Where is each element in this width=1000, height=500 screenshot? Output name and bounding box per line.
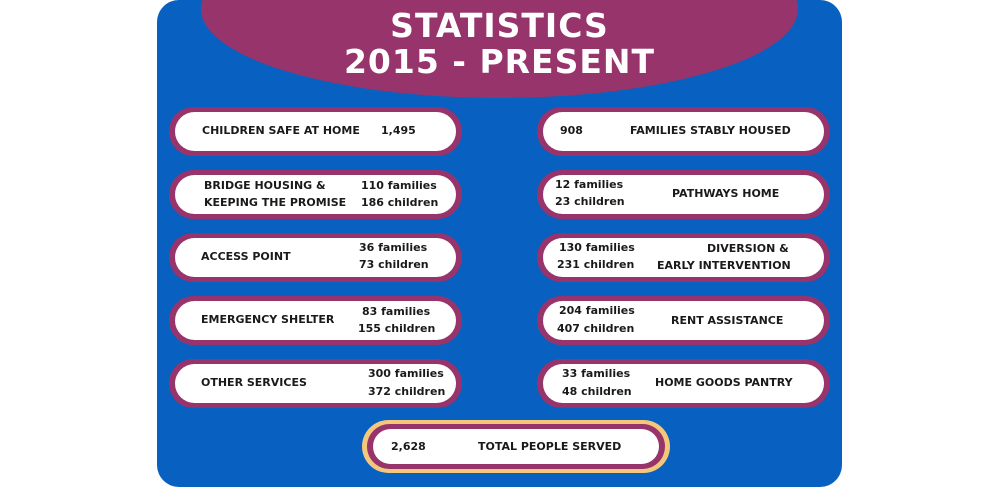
stat-label: ACCESS POINT (201, 250, 291, 263)
stat-label: DIVERSION & (707, 242, 789, 255)
total-people-served: 2,628 TOTAL PEOPLE SERVED (362, 420, 670, 473)
stat-families: 300 families (368, 367, 444, 380)
stat-label: PATHWAYS HOME (672, 187, 780, 200)
stat-families: 12 families (555, 178, 624, 191)
stat-children: 48 children (562, 385, 632, 398)
stat-children-safe-at-home: CHILDREN SAFE AT HOME 1,495 (169, 107, 462, 156)
stat-children: 186 children (361, 196, 439, 209)
stat-families: 130 families (559, 241, 635, 254)
stat-families: 33 families (562, 367, 631, 380)
stat-families: 83 families (362, 305, 431, 318)
stat-families: 110 families (361, 179, 437, 192)
stat-families: 36 families (359, 241, 428, 254)
stat-label-line-2: KEEPING THE PROMISE (204, 196, 347, 209)
stat-access-point: ACCESS POINT 36 families 73 children (169, 233, 462, 282)
stat-children: 407 children (557, 322, 635, 335)
stat-rent-assistance: 204 families 407 children RENT ASSISTANC… (537, 296, 830, 345)
stat-value: 908 (560, 124, 583, 137)
stat-label-line-2: EARLY INTERVENTION (657, 259, 791, 272)
stat-children: 73 children (359, 258, 429, 271)
stat-pathways-home: 12 families 23 children PATHWAYS HOME (537, 170, 830, 219)
stat-home-goods-pantry: 33 families 48 children HOME GOODS PANTR… (537, 359, 830, 408)
total-label: TOTAL PEOPLE SERVED (478, 440, 622, 453)
stat-other-services: OTHER SERVICES 300 families 372 children (169, 359, 462, 408)
stat-families: 204 families (559, 304, 635, 317)
stat-bridge-housing: BRIDGE HOUSING & KEEPING THE PROMISE 110… (169, 170, 462, 219)
stat-families-stably-housed: 908 FAMILIES STABLY HOUSED (537, 107, 830, 156)
title-line-1: STATISTICS (390, 6, 609, 45)
stat-children: 231 children (557, 258, 635, 271)
stat-label: BRIDGE HOUSING & (204, 179, 326, 192)
stat-children: 155 children (358, 322, 436, 335)
title-line-2: 2015 - PRESENT (343, 42, 656, 81)
stat-label: RENT ASSISTANCE (671, 314, 784, 327)
statistics-panel: STATISTICS 2015 - PRESENT CHILDREN SAFE … (157, 0, 842, 487)
stat-children: 23 children (555, 195, 625, 208)
stat-label: HOME GOODS PANTRY (655, 376, 793, 389)
stat-emergency-shelter: EMERGENCY SHELTER 83 families 155 childr… (169, 296, 462, 345)
stat-children: 372 children (368, 385, 446, 398)
stat-value: 1,495 (381, 124, 416, 137)
stat-label: FAMILIES STABLY HOUSED (630, 124, 791, 137)
total-value: 2,628 (391, 440, 426, 453)
stat-label: OTHER SERVICES (201, 376, 307, 389)
stat-diversion-early-intervention: 130 families 231 children DIVERSION & EA… (537, 233, 830, 282)
stat-label: CHILDREN SAFE AT HOME (202, 124, 360, 137)
stat-label: EMERGENCY SHELTER (201, 313, 335, 326)
